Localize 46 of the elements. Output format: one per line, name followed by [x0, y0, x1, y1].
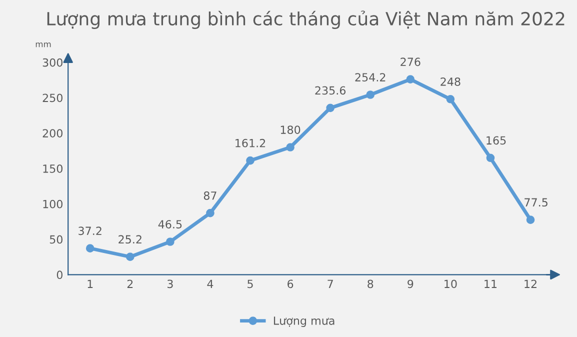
- x-tick-label: 9: [408, 280, 414, 288]
- data-label: 235.6: [315, 86, 346, 95]
- point: [326, 104, 334, 112]
- point: [246, 156, 254, 165]
- data-label: 87: [204, 191, 216, 200]
- y-tick-label: 100: [43, 200, 62, 208]
- data-label: 77.5: [524, 198, 548, 207]
- data-label: 37.2: [78, 226, 102, 236]
- point: [486, 154, 495, 162]
- point: [446, 94, 455, 104]
- point: [286, 143, 294, 152]
- point: [526, 216, 535, 224]
- point: [406, 75, 415, 84]
- y-tick-label: 200: [42, 129, 62, 138]
- x-tick-label: 8: [368, 280, 374, 288]
- x-tick-label: 4: [207, 280, 214, 288]
- data-label: 46.5: [158, 220, 182, 228]
- chart-title: Lượng mưa trung bình các tháng của Việt Nam năm 2022: [47, 10, 564, 30]
- point: [86, 244, 94, 252]
- data-label: 254.2: [355, 73, 386, 82]
- point: [126, 252, 134, 261]
- x-tick-label: 12: [524, 280, 536, 288]
- y-tick-label: 50: [50, 235, 62, 244]
- x-tick-label: 2: [127, 280, 133, 288]
- data-label: 248: [440, 77, 460, 86]
- y-tick-label: 300: [42, 58, 62, 67]
- x-tick-label: 3: [167, 280, 173, 288]
- point: [366, 90, 375, 99]
- x-tick-label: 5: [248, 280, 253, 288]
- x-tick-label: 10: [444, 280, 457, 288]
- data-label: 25.2: [118, 235, 142, 244]
- x-tick-label: 1: [88, 280, 93, 288]
- x-tick-label: 7: [328, 280, 333, 288]
- point: [206, 208, 214, 218]
- x-tick-label: 11: [484, 280, 497, 288]
- point: [166, 238, 174, 246]
- x-tick-label: 6: [288, 280, 294, 288]
- y-axis-title: mm: [36, 42, 51, 48]
- data-label: 165: [486, 136, 506, 145]
- y-tick-label: 250: [42, 94, 62, 102]
- legend-label: Lượng mưa: [274, 316, 334, 327]
- data-label: 276: [400, 58, 420, 66]
- data-label: 161.2: [236, 138, 266, 148]
- data-label: 180: [280, 126, 300, 134]
- y-tick-label: 150: [43, 164, 62, 173]
- y-tick-label: 0: [56, 270, 62, 280]
